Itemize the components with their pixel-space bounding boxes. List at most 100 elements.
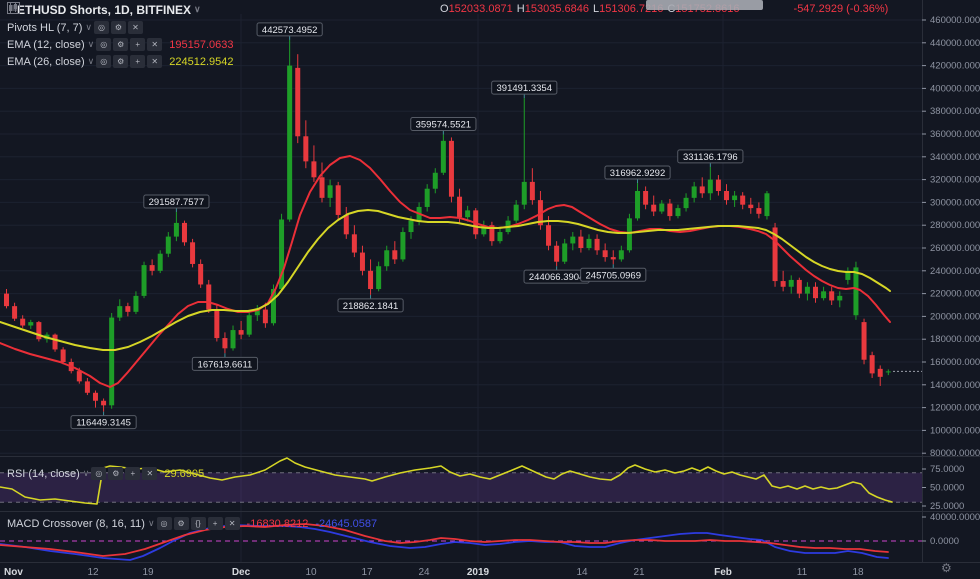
- svg-text:167619.6611: 167619.6611: [198, 359, 253, 370]
- chevron-down-icon[interactable]: ∨: [85, 22, 92, 32]
- svg-text:300000.0000: 300000.0000: [930, 197, 980, 208]
- indicator-row-ema26: EMA (26, close) ∨ ◎ ⚙ + ✕ 224512.9542: [7, 54, 233, 69]
- chevron-down-icon[interactable]: ∨: [194, 4, 201, 14]
- svg-text:391491.3354: 391491.3354: [497, 83, 552, 94]
- indicator-row-pivots: Pivots HL (7, 7) ∨ ◎ ⚙ ✕: [7, 20, 143, 35]
- eye-icon[interactable]: ◎: [96, 38, 112, 51]
- svg-text:160000.0000: 160000.0000: [930, 357, 980, 368]
- plus-icon[interactable]: +: [207, 517, 223, 530]
- candles: [4, 39, 891, 412]
- plus-icon[interactable]: +: [130, 38, 146, 51]
- eye-icon[interactable]: ◎: [91, 467, 107, 480]
- svg-text:380000.0000: 380000.0000: [930, 106, 980, 117]
- svg-text:12: 12: [87, 567, 99, 578]
- svg-text:244066.3904: 244066.3904: [529, 272, 584, 283]
- svg-text:331136.1796: 331136.1796: [683, 152, 738, 163]
- svg-text:11: 11: [797, 567, 808, 578]
- svg-text:75.0000: 75.0000: [930, 464, 964, 475]
- rsi-label[interactable]: RSI (14, close): [7, 467, 80, 480]
- svg-text:220000.0000: 220000.0000: [930, 289, 980, 300]
- svg-text:21: 21: [633, 567, 645, 578]
- svg-text:460000.0000: 460000.0000: [930, 15, 980, 26]
- ema12-line: [0, 155, 891, 388]
- svg-text:19: 19: [142, 567, 154, 578]
- svg-text:240000.0000: 240000.0000: [930, 266, 980, 277]
- close-icon[interactable]: ✕: [224, 517, 240, 530]
- open-value: O 152033.0871: [440, 3, 513, 15]
- close-icon[interactable]: ✕: [147, 38, 163, 51]
- close-value-highlight: [646, 0, 763, 10]
- gear-icon[interactable]: ⚙: [113, 38, 129, 51]
- indicator-row-ema12: EMA (12, close) ∨ ◎ ⚙ + ✕ 195157.0633: [7, 37, 233, 52]
- gear-icon[interactable]: ⚙: [108, 467, 124, 480]
- close-icon[interactable]: ✕: [128, 21, 143, 34]
- svg-text:140000.0000: 140000.0000: [930, 380, 980, 391]
- rsi-pane: [0, 457, 922, 505]
- chevron-down-icon[interactable]: ∨: [147, 518, 155, 528]
- macd-value: -16830.8212: [246, 517, 309, 530]
- svg-text:260000.0000: 260000.0000: [930, 243, 980, 254]
- chevron-down-icon[interactable]: ∨: [87, 39, 95, 49]
- symbol-title[interactable]: ETHUSD Shorts, 1D, BITFINEX: [17, 2, 192, 17]
- svg-text:400000.0000: 400000.0000: [930, 83, 980, 94]
- macd-label[interactable]: MACD Crossover (8, 16, 11): [7, 517, 145, 530]
- ema26-label[interactable]: EMA (26, close): [7, 55, 85, 68]
- svg-text:14: 14: [576, 567, 588, 578]
- svg-text:359574.5521: 359574.5521: [416, 119, 471, 130]
- svg-text:200000.0000: 200000.0000: [930, 311, 980, 322]
- close-icon[interactable]: ✕: [142, 467, 158, 480]
- svg-text:Feb: Feb: [714, 567, 732, 578]
- ema12-value: 195157.0633: [169, 38, 234, 51]
- svg-text:245705.0969: 245705.0969: [586, 270, 641, 281]
- ema12-label[interactable]: EMA (12, close): [7, 38, 85, 51]
- svg-text:100000.0000: 100000.0000: [930, 425, 980, 436]
- eye-icon[interactable]: ◎: [156, 517, 172, 530]
- svg-text:420000.0000: 420000.0000: [930, 61, 980, 72]
- separators: [0, 0, 980, 563]
- svg-text:2019: 2019: [467, 567, 490, 578]
- svg-text:442573.4952: 442573.4952: [262, 25, 317, 36]
- time-axis[interactable]: Nov 12 19 Dec 10 17 24 2019 14 21 Feb 11 18: [4, 567, 864, 578]
- svg-text:Nov: Nov: [4, 567, 23, 578]
- svg-text:340000.0000: 340000.0000: [930, 152, 980, 163]
- pivot-labels: 116449.3145 291587.7577 167619.6611 442573.…: [70, 22, 744, 430]
- eye-icon[interactable]: ◎: [94, 21, 109, 34]
- svg-text:25.0000: 25.0000: [930, 501, 964, 512]
- svg-text:24: 24: [418, 567, 430, 578]
- ema26-value: 224512.9542: [169, 55, 234, 68]
- svg-text:50.0000: 50.0000: [930, 483, 964, 494]
- pivots-label[interactable]: Pivots HL (7, 7): [7, 21, 83, 34]
- gear-icon[interactable]: ⚙: [111, 21, 126, 34]
- code-icon[interactable]: {}: [190, 517, 206, 530]
- high-value: H 153035.6846: [516, 3, 589, 15]
- svg-text:291587.7577: 291587.7577: [149, 197, 204, 208]
- rsi-value: 29.6905: [164, 467, 205, 480]
- price-axis[interactable]: 460000.0000 440000.0000 420000.0000 400000.…: [922, 15, 980, 547]
- chevron-down-icon[interactable]: ∨: [87, 56, 95, 66]
- eye-icon[interactable]: ◎: [96, 55, 112, 68]
- macd-signal-value: -24645.0587: [315, 517, 378, 530]
- indicator-row-rsi: RSI (14, close) ∨ ◎ ⚙ + ✕ 29.6905: [7, 466, 204, 481]
- svg-text:120000.0000: 120000.0000: [930, 403, 980, 414]
- chevron-down-icon[interactable]: ∨: [82, 468, 90, 478]
- gear-icon[interactable]: ⚙: [113, 55, 129, 68]
- svg-text:80000.0000: 80000.0000: [930, 448, 980, 459]
- svg-text:17: 17: [361, 567, 373, 578]
- macd-pane: [0, 523, 922, 561]
- svg-text:218862.1841: 218862.1841: [343, 301, 398, 312]
- gear-icon[interactable]: ⚙: [173, 517, 189, 530]
- plus-icon[interactable]: +: [130, 55, 146, 68]
- svg-text:316962.9292: 316962.9292: [610, 168, 665, 179]
- axis-settings-gear-icon[interactable]: ⚙: [941, 561, 952, 575]
- svg-text:320000.0000: 320000.0000: [930, 175, 980, 186]
- plus-icon[interactable]: +: [125, 467, 141, 480]
- ema26-line: [0, 209, 891, 351]
- close-icon[interactable]: ✕: [147, 55, 163, 68]
- svg-text:18: 18: [852, 567, 864, 578]
- svg-text:280000.0000: 280000.0000: [930, 220, 980, 231]
- svg-text:116449.3145: 116449.3145: [76, 418, 131, 429]
- header-symbol-row: ETHUSD Shorts, 1D, BITFINEX ∨: [7, 2, 201, 17]
- svg-text:440000.0000: 440000.0000: [930, 38, 980, 49]
